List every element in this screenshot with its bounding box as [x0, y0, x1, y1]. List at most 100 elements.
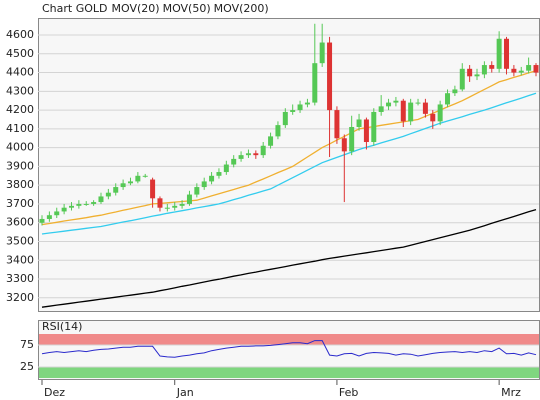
- candle-body: [304, 102, 310, 105]
- candle-body: [216, 172, 222, 176]
- candle-body: [452, 89, 458, 94]
- y-tick-label: 3200: [6, 291, 34, 304]
- candle-body: [46, 215, 52, 219]
- moving-average-line: [41, 70, 537, 226]
- y-tick-label: 4500: [6, 47, 34, 60]
- candle-body: [186, 194, 192, 204]
- candle-body: [231, 158, 237, 165]
- y-tick-label: 4200: [6, 103, 34, 116]
- candle-body: [445, 93, 451, 105]
- candle-body: [245, 153, 251, 156]
- candle-body: [437, 104, 443, 122]
- candle-body: [179, 203, 185, 206]
- candle-body: [526, 65, 532, 71]
- x-tick-label: Jan: [176, 386, 194, 399]
- candle-body: [341, 138, 347, 152]
- y-tick-label: 3400: [6, 253, 34, 266]
- candle-body: [290, 110, 296, 112]
- y-tick-label: 4300: [6, 84, 34, 97]
- rsi-line: [41, 340, 537, 358]
- candle-body: [430, 113, 436, 122]
- legend-entry: MOV(50): [163, 2, 211, 15]
- candle-body: [415, 102, 421, 104]
- candle-body: [511, 68, 517, 73]
- y-tick-label: 3800: [6, 178, 34, 191]
- candle-body: [260, 145, 266, 156]
- price-panel: [38, 18, 540, 312]
- candle-body: [54, 211, 60, 216]
- candle-body: [297, 104, 303, 111]
- candle-body: [157, 198, 163, 208]
- candle-body: [61, 207, 67, 212]
- y-tick-label: 75: [20, 338, 34, 351]
- candle-body: [83, 203, 89, 205]
- candle-body: [209, 175, 215, 182]
- candle-body: [400, 100, 406, 122]
- y-tick-label: 25: [20, 360, 34, 373]
- y-tick-label: 3500: [6, 234, 34, 247]
- candle-body: [223, 164, 229, 173]
- candle-body: [474, 74, 480, 77]
- candle-body: [120, 183, 126, 188]
- candle-body: [319, 42, 325, 64]
- candle-body: [135, 175, 141, 182]
- candle-body: [142, 175, 148, 177]
- candle-body: [504, 38, 510, 69]
- x-tick-label: Dez: [44, 386, 65, 399]
- candle-body: [459, 68, 465, 90]
- candle-body: [386, 102, 392, 107]
- candle-body: [312, 63, 318, 103]
- y-tick-label: 4100: [6, 122, 34, 135]
- legend: Chart GOLD MOV(20) MOV(50) MOV(200): [42, 2, 269, 15]
- candle-body: [408, 102, 414, 122]
- y-tick-label: 4000: [6, 141, 34, 154]
- moving-average-line: [41, 208, 537, 308]
- candle-body: [98, 196, 104, 203]
- y-tick-label: 3300: [6, 272, 34, 285]
- moving-average-line: [41, 92, 537, 235]
- y-tick-label: 4600: [6, 28, 34, 41]
- candle-body: [201, 181, 207, 188]
- x-tick-label: Feb: [339, 386, 358, 399]
- y-tick-label: 3900: [6, 159, 34, 172]
- legend-entry: MOV(200): [214, 2, 269, 15]
- candle-body: [194, 187, 200, 195]
- candle-body: [68, 205, 74, 208]
- candle-body: [356, 119, 362, 127]
- candle-body: [39, 218, 45, 223]
- candle-body: [422, 102, 428, 114]
- candle-body: [518, 70, 524, 73]
- candle-body: [172, 205, 178, 208]
- candle-body: [127, 181, 133, 184]
- candle-body: [533, 65, 539, 73]
- candle-body: [105, 192, 111, 197]
- chart-title: Chart GOLD: [42, 2, 108, 15]
- candle-body: [378, 106, 384, 112]
- rsi-title: RSI(14): [42, 320, 82, 333]
- candle-body: [327, 42, 333, 111]
- candle-body: [363, 119, 369, 143]
- x-tick-label: Mrz: [501, 386, 521, 399]
- candle-body: [253, 153, 259, 156]
- candle-body: [150, 179, 156, 199]
- legend-entry: MOV(20): [112, 2, 160, 15]
- candle-body: [481, 65, 487, 75]
- candle-body: [282, 111, 288, 126]
- candle-body: [164, 207, 170, 209]
- rsi-band: [39, 367, 539, 378]
- candle-body: [113, 187, 119, 193]
- candle-body: [489, 65, 495, 69]
- y-tick-label: 3600: [6, 216, 34, 229]
- candle-body: [268, 136, 274, 146]
- candle-body: [393, 100, 399, 103]
- candle-body: [76, 203, 82, 206]
- y-tick-label: 3700: [6, 197, 34, 210]
- candle-body: [238, 155, 244, 159]
- candle-body: [275, 125, 281, 137]
- rsi-band: [39, 334, 539, 345]
- candle-body: [334, 110, 340, 139]
- candle-body: [349, 126, 355, 152]
- y-tick-label: 4400: [6, 66, 34, 79]
- candle-body: [496, 38, 502, 69]
